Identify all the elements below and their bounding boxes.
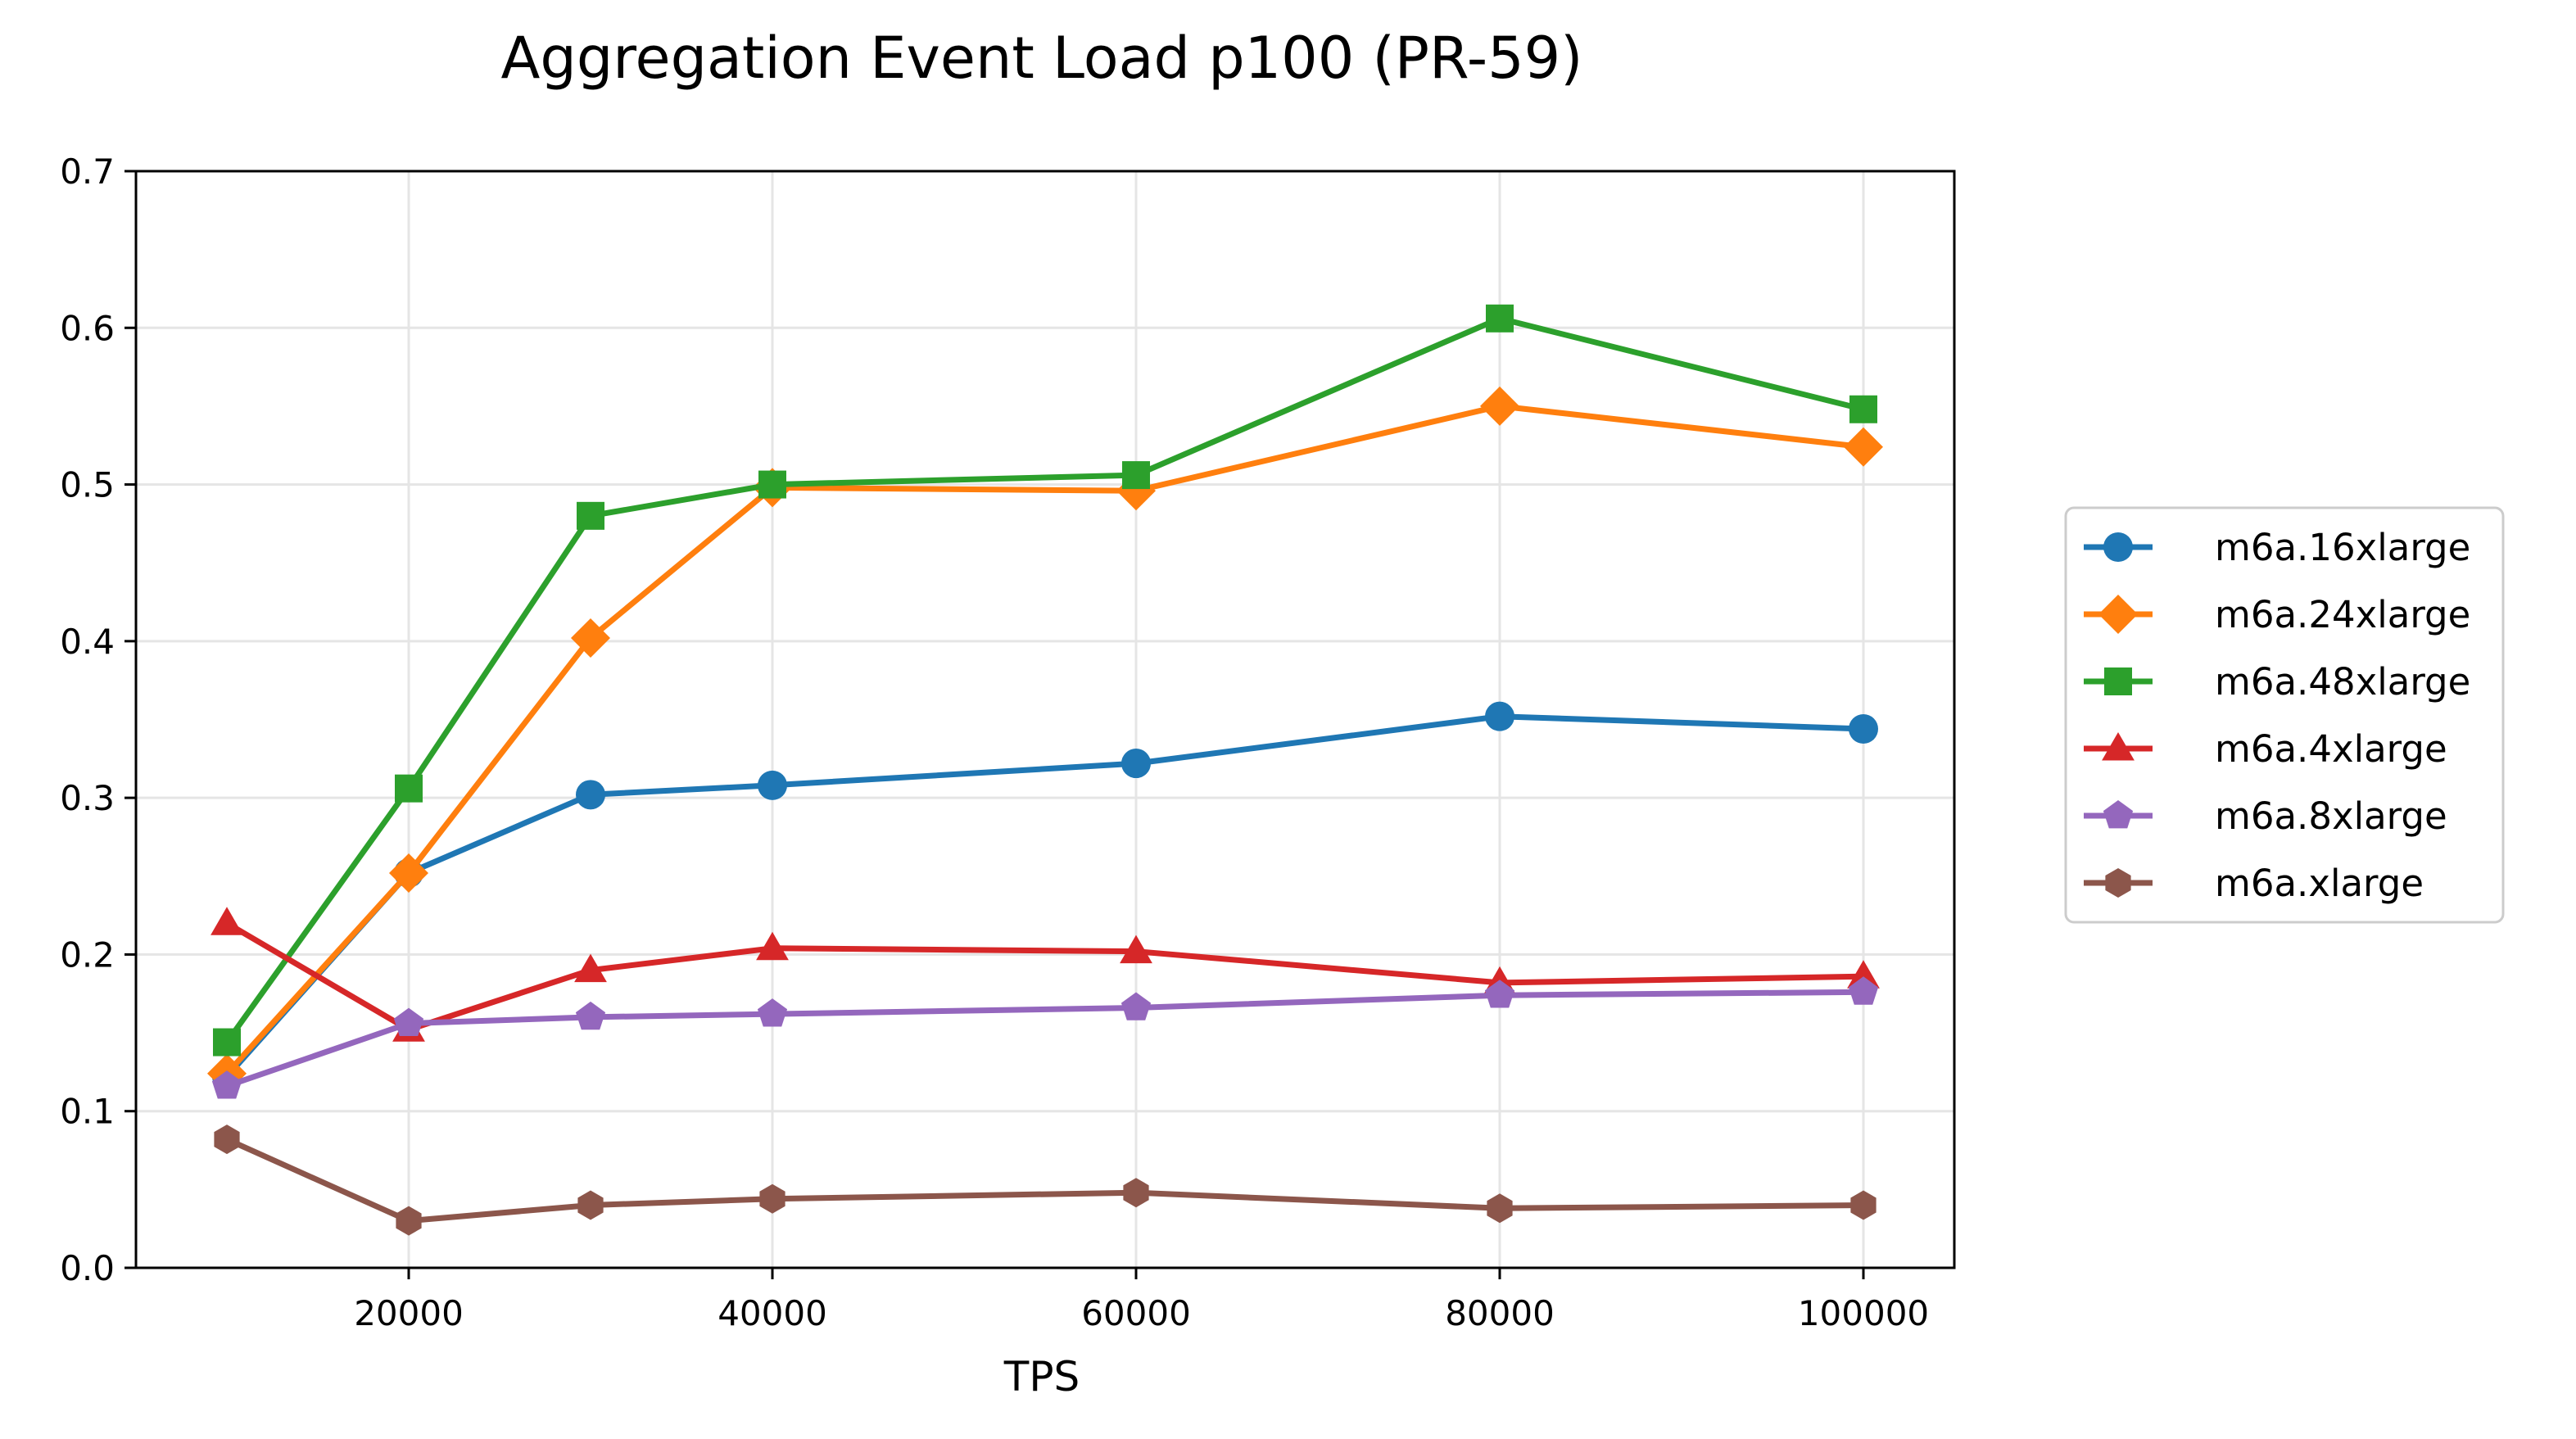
- data-point: [1121, 749, 1151, 779]
- y-tick-label: 0.1: [60, 1092, 115, 1132]
- axis-ticks: 20000 40000 60000 80000 100000 0.0 0.1 0.2 0.3 0.…: [60, 152, 1929, 1333]
- data-point: [758, 470, 786, 499]
- data-point: [1850, 1190, 1877, 1220]
- legend-marker: [2105, 868, 2131, 898]
- x-tick-label: 100000: [1798, 1293, 1929, 1333]
- legend-marker: [2104, 667, 2132, 695]
- legend-label: m6a.16xlarge: [2215, 526, 2470, 569]
- data-point: [214, 1125, 240, 1155]
- chart-title: Aggregation Event Load p100 (PR-59): [501, 25, 1583, 92]
- data-point: [393, 1007, 424, 1036]
- y-tick-label: 0.0: [60, 1248, 115, 1288]
- data-point: [759, 1183, 785, 1214]
- legend: m6a.16xlarge m6a.24xlarge m6a.48xlarge m6a.…: [2064, 506, 2505, 924]
- data-point: [1484, 980, 1515, 1008]
- y-tick-label: 0.7: [60, 152, 115, 192]
- series-m6a-8xlarge: [211, 976, 1879, 1099]
- y-tick-label: 0.4: [60, 622, 115, 662]
- data-point: [213, 1028, 241, 1057]
- data-point: [1120, 934, 1152, 964]
- x-tick-label: 80000: [1445, 1293, 1555, 1333]
- legend-item-m6a-16xlarge: m6a.16xlarge: [2084, 526, 2470, 569]
- legend-label: m6a.xlarge: [2215, 862, 2424, 905]
- data-point: [576, 780, 605, 810]
- series-m6a-xlarge: [214, 1125, 1877, 1236]
- data-point: [571, 618, 610, 658]
- x-tick-label: 20000: [354, 1293, 464, 1333]
- legend-item-m6a-48xlarge: m6a.48xlarge: [2084, 660, 2470, 704]
- legend-marker: [2103, 532, 2133, 562]
- legend-item-m6a-4xlarge: m6a.4xlarge: [2084, 727, 2447, 771]
- legend-label: m6a.8xlarge: [2215, 794, 2447, 838]
- data-point: [396, 1206, 422, 1236]
- data-point: [757, 998, 788, 1027]
- series-group: [207, 304, 1883, 1236]
- data-point: [1486, 304, 1514, 333]
- legend-frame: [2064, 506, 2505, 924]
- data-point: [577, 501, 604, 530]
- data-point: [389, 853, 428, 893]
- legend-label: m6a.48xlarge: [2215, 660, 2470, 704]
- data-point: [575, 1001, 606, 1030]
- y-tick-label: 0.2: [60, 934, 115, 975]
- legend-marker: [2103, 800, 2134, 829]
- legend-marker: [2102, 732, 2135, 761]
- data-point: [395, 774, 423, 803]
- legend-label: m6a.4xlarge: [2215, 727, 2447, 771]
- plot-area-frame: [134, 170, 1956, 1269]
- x-axis-title: TPS: [1003, 1353, 1080, 1401]
- legend-item-m6a-xlarge: m6a.xlarge: [2084, 862, 2424, 905]
- data-point: [1849, 713, 1878, 744]
- y-tick-label: 0.6: [60, 308, 115, 348]
- data-point: [574, 953, 607, 983]
- data-point: [1849, 395, 1877, 423]
- x-tick-label: 60000: [1081, 1293, 1191, 1333]
- y-tick-label: 0.5: [60, 465, 115, 505]
- data-point: [1480, 386, 1519, 426]
- data-point: [758, 770, 787, 800]
- legend-marker: [2098, 595, 2138, 634]
- data-point: [1123, 1178, 1149, 1208]
- data-point: [1487, 1193, 1513, 1224]
- data-point: [756, 931, 789, 961]
- legend-label: m6a.24xlarge: [2215, 593, 2470, 636]
- data-point: [1120, 992, 1152, 1020]
- data-point: [211, 907, 243, 935]
- data-point: [1848, 976, 1879, 1005]
- grid-lines: [136, 170, 1954, 1269]
- data-point: [1847, 960, 1880, 989]
- data-point: [211, 1070, 242, 1099]
- y-tick-label: 0.3: [60, 778, 115, 818]
- legend-item-m6a-24xlarge: m6a.24xlarge: [2084, 593, 2470, 636]
- data-point: [1122, 461, 1150, 490]
- legend-item-m6a-8xlarge: m6a.8xlarge: [2084, 794, 2447, 838]
- data-point: [1485, 701, 1514, 731]
- x-tick-label: 40000: [718, 1293, 827, 1333]
- data-point: [577, 1190, 604, 1220]
- series-m6a-48xlarge: [213, 304, 1877, 1057]
- data-point: [1844, 427, 1883, 467]
